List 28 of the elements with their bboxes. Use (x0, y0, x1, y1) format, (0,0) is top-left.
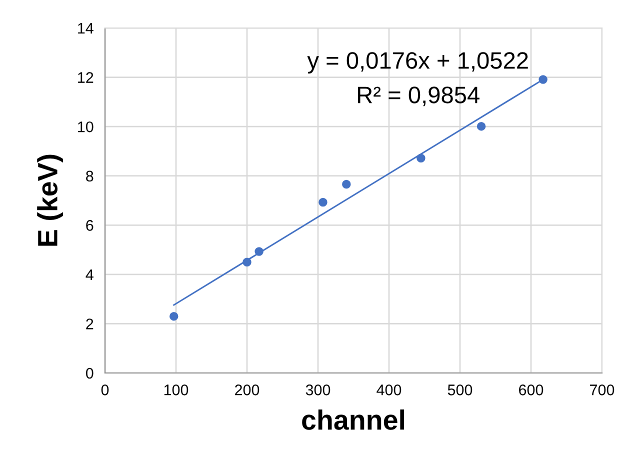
point (170, 312, 178, 321)
point (538, 75, 548, 84)
y-tick-label: 10 (78, 121, 94, 132)
x-tick-label: 100 (164, 384, 188, 396)
point (476, 122, 486, 131)
point (242, 258, 252, 266)
y-tick-label: 4 (86, 269, 94, 280)
y-tick-label: 14 (78, 23, 94, 34)
x-tick-label: 300 (306, 384, 330, 396)
point (416, 154, 426, 162)
y-tick-label: 6 (86, 220, 94, 231)
y-tick-label: 12 (78, 72, 94, 83)
point (342, 180, 351, 189)
x-tick-label: 0 (101, 384, 109, 396)
y-tick-label: 2 (86, 318, 94, 330)
x-tick-label: 200 (235, 384, 260, 396)
x-axis-title: channel (302, 409, 404, 430)
point (318, 198, 328, 207)
annotation: y = 0,0176x + 1,0522 (307, 52, 528, 74)
x-tick-label: 600 (519, 384, 544, 396)
x-tick-label: 700 (590, 384, 614, 396)
y-tick-label: 8 (86, 170, 94, 182)
y-axis-title: E (keV) (37, 154, 64, 246)
point (254, 247, 264, 256)
annotation: R² = 0,9854 (358, 86, 480, 106)
y-tick-label: 0 (86, 368, 94, 379)
x-tick-label: 500 (448, 384, 472, 396)
x-tick-label: 400 (376, 384, 402, 396)
